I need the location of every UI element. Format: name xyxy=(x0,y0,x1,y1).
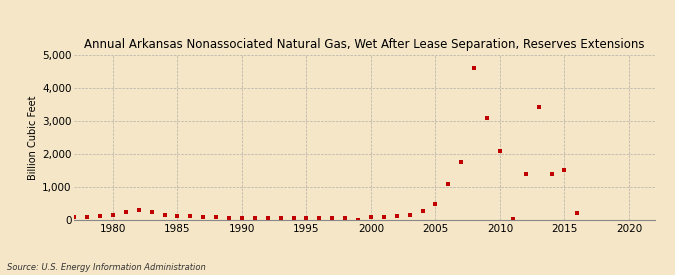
Title: Annual Arkansas Nonassociated Natural Gas, Wet After Lease Separation, Reserves : Annual Arkansas Nonassociated Natural Ga… xyxy=(84,38,645,51)
Y-axis label: Billion Cubic Feet: Billion Cubic Feet xyxy=(28,95,38,180)
Text: Source: U.S. Energy Information Administration: Source: U.S. Energy Information Administ… xyxy=(7,263,205,272)
